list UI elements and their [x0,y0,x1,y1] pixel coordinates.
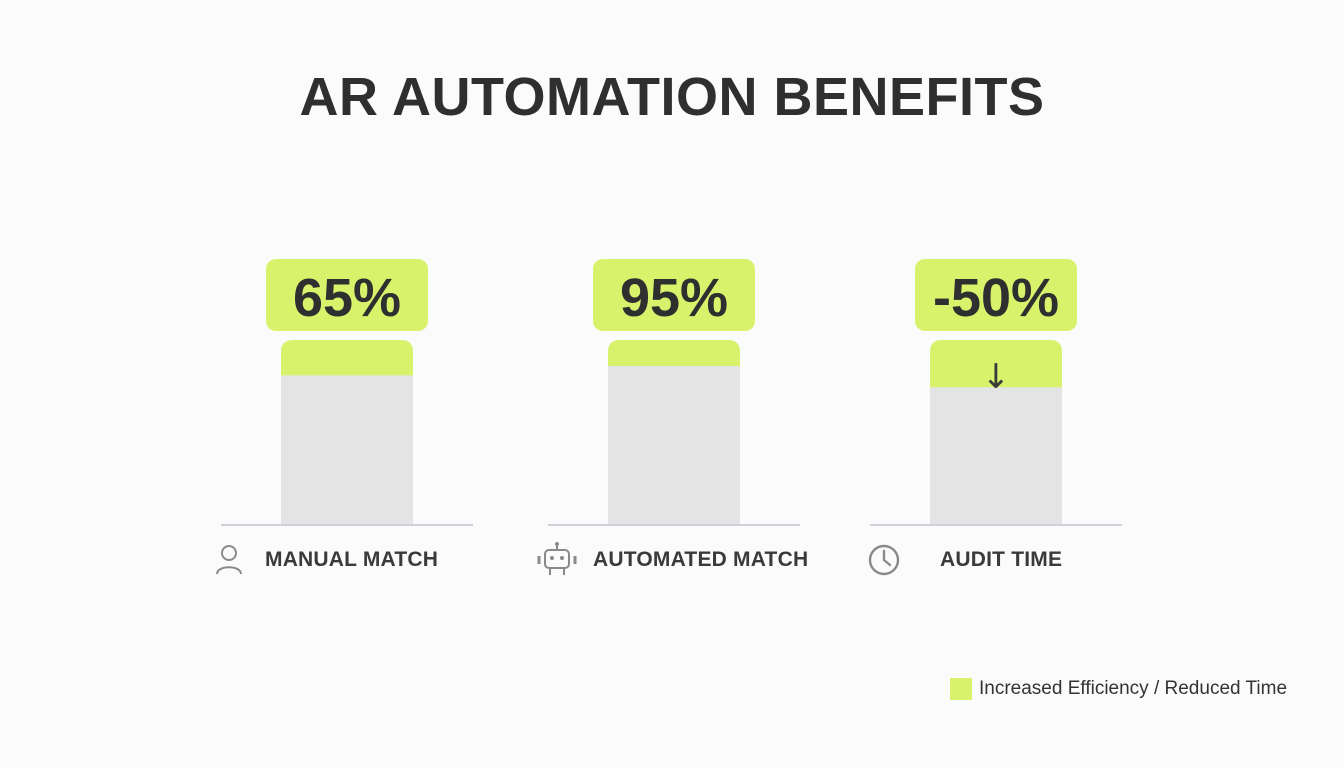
data-label-background [266,259,428,331]
bar-highlight [608,340,740,366]
bar-background [608,340,740,524]
category-label: MANUAL MATCH [265,548,439,571]
data-label: 65% [293,268,401,328]
data-label-background [593,259,755,331]
down-arrow-icon: ↓ [982,357,1011,397]
category-automated-match: AUTOMATED MATCH [535,538,808,582]
category-manual-match: MANUAL MATCH [207,538,438,582]
clock-icon [862,540,906,580]
legend-swatch [950,678,972,700]
bar-highlight [930,340,1062,388]
data-label: 95% [620,268,728,328]
robot-icon [535,540,579,580]
legend-label: Increased Efficiency / Reduced Time [979,678,1288,699]
category-label: AUDIT TIME [940,548,1063,571]
chart-title: AR AUTOMATION BENEFITS [299,67,1045,127]
data-label: -50% [933,268,1059,328]
bar-background [281,340,413,524]
data-label-background [915,259,1077,331]
category-label: AUTOMATED MATCH [593,548,809,571]
legend: Increased Efficiency / Reduced Time [950,677,1287,701]
category-audit-time: AUDIT TIME [862,538,1062,582]
person-icon [207,540,251,580]
bar-highlight [281,340,413,376]
